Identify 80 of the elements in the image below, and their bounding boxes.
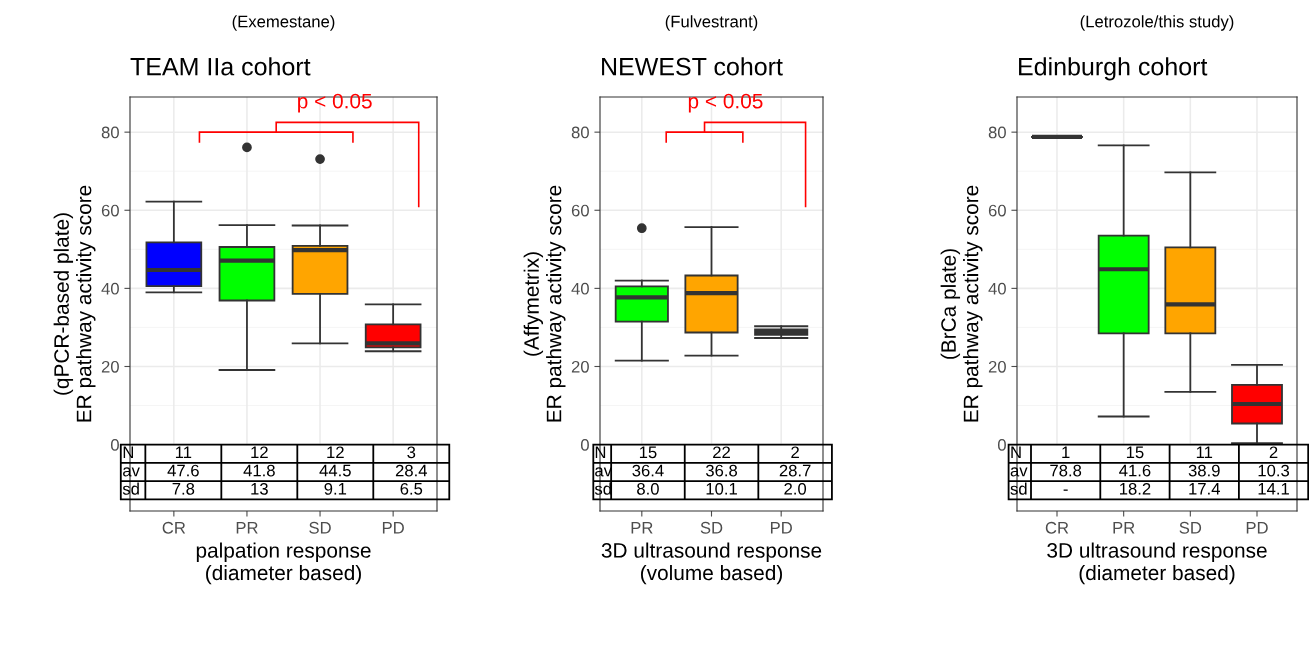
- y-axis-title: (qPCR-based plate) ER pathway activity score: [53, 185, 96, 422]
- y-tick-label: 60: [988, 204, 1006, 217]
- annotation: 2: [791, 446, 799, 459]
- x-tick-label: PR: [236, 522, 258, 534]
- annotation: 15: [639, 446, 657, 459]
- annotation: p < 0.05: [298, 93, 372, 113]
- annotation: N: [123, 446, 133, 459]
- x-tick-label: PD: [382, 522, 404, 534]
- chart-subtitle: (Fulvestrant): [665, 15, 758, 31]
- y-tick-label: 0: [110, 439, 119, 451]
- annotation: 10.3: [1258, 464, 1290, 477]
- chart-title: NEWEST cohort: [602, 57, 783, 76]
- x-tick-label: SD: [309, 521, 331, 534]
- annotation: 3: [407, 446, 416, 459]
- annotation: p < 0.05: [688, 93, 763, 113]
- annotation: 44.5: [319, 464, 351, 477]
- x-axis-title: 3D ultrasound response (diameter based): [1047, 542, 1267, 585]
- y-tick-label: 40: [988, 282, 1006, 295]
- x-tick-label: CR: [1045, 521, 1069, 534]
- annotation: 18.2: [1120, 482, 1151, 495]
- annotation: N: [1011, 446, 1021, 459]
- x-tick-label: CR: [162, 521, 186, 534]
- x-tick-label: SD: [1179, 521, 1202, 534]
- chart-subtitle: (Exemestane): [232, 15, 335, 31]
- annotation: 1: [1062, 446, 1070, 459]
- annotation: 2.0: [784, 482, 807, 495]
- annotation: 78.8: [1050, 464, 1082, 477]
- y-tick-label: 0: [580, 439, 589, 451]
- x-tick-label: PD: [770, 522, 792, 534]
- annotation: 6.5: [400, 482, 423, 495]
- annotation: 47.6: [167, 464, 199, 477]
- annotation: sd: [1010, 482, 1027, 495]
- y-tick-label: 20: [988, 360, 1006, 373]
- y-tick-label: 20: [101, 360, 119, 373]
- y-tick-label: 40: [571, 282, 589, 295]
- y-tick-label: 60: [101, 204, 119, 217]
- y-axis-title: (Affymetrix) ER pathway activity score: [523, 185, 566, 422]
- chart-subtitle: (Letrozole/this study): [1080, 15, 1234, 31]
- chart-title: Edinburgh cohort: [1019, 57, 1208, 81]
- annotation: 36.8: [705, 464, 738, 477]
- annotation: -: [1063, 489, 1068, 491]
- annotation: 10.1: [706, 482, 737, 495]
- y-tick-label: 20: [571, 360, 589, 373]
- y-tick-label: 40: [101, 282, 119, 295]
- x-tick-label: PD: [1246, 522, 1268, 534]
- annotation: 7.8: [172, 482, 195, 495]
- x-axis-title: palpation response (diameter based): [196, 542, 371, 585]
- annotation: 2: [1269, 446, 1278, 459]
- annotation: 28.4: [395, 464, 428, 477]
- y-tick-label: 80: [988, 126, 1006, 139]
- annotation: 11: [175, 446, 192, 459]
- y-tick-label: 80: [571, 126, 589, 139]
- annotation: 12: [251, 446, 268, 459]
- annotation: 15: [1126, 446, 1144, 459]
- annotation: 9.1: [324, 482, 347, 495]
- annotation: 41.6: [1119, 464, 1151, 477]
- annotation: 14.1: [1258, 483, 1289, 495]
- x-tick-label: PR: [631, 522, 653, 534]
- annotation: 8.0: [637, 482, 659, 495]
- y-tick-label: 0: [997, 439, 1006, 451]
- y-tick-label: 60: [571, 204, 589, 217]
- y-tick-label: 80: [101, 126, 119, 139]
- annotation: 17.4: [1189, 483, 1220, 495]
- annotation: 38.9: [1188, 464, 1220, 477]
- annotation: sd: [122, 482, 139, 495]
- annotation: 22: [713, 446, 730, 459]
- annotation: 28.7: [779, 464, 811, 477]
- annotation: 12: [327, 446, 344, 459]
- annotation: 41.8: [243, 464, 275, 477]
- annotation: 36.4: [632, 464, 664, 477]
- x-axis-title: 3D ultrasound response (volume based): [601, 542, 822, 585]
- annotation: av: [1010, 467, 1028, 477]
- chart-title: TEAM IIa cohort: [130, 57, 311, 76]
- annotation: av: [123, 467, 140, 477]
- annotation: N: [595, 446, 606, 459]
- annotation: 13: [251, 482, 268, 495]
- x-tick-label: PR: [1113, 522, 1135, 534]
- annotation: 11: [1196, 446, 1213, 459]
- y-axis-title: (BrCa plate) ER pathway activity score: [940, 185, 983, 422]
- x-tick-label: SD: [700, 521, 723, 534]
